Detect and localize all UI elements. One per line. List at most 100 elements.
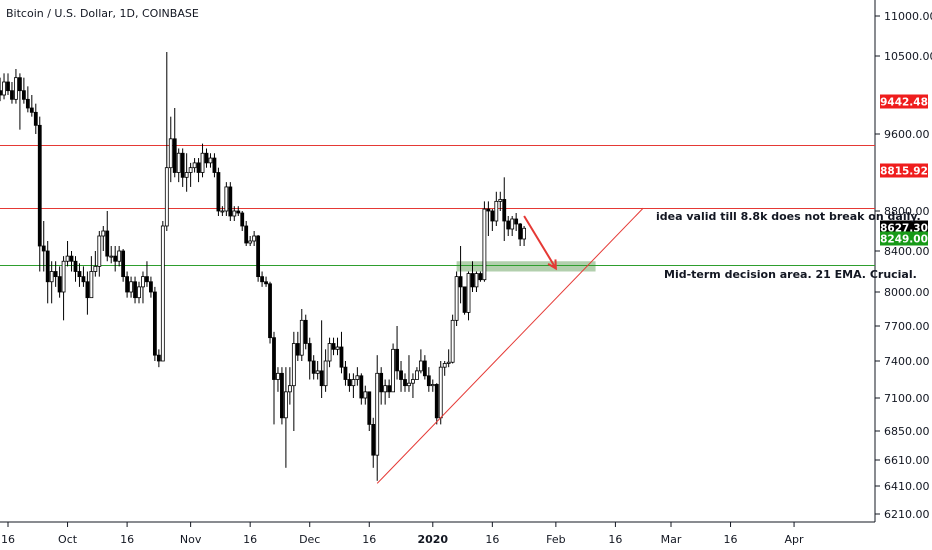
candle-body [299, 319, 304, 356]
candle-body [208, 157, 213, 164]
candle [379, 367, 384, 405]
candle-body [379, 372, 384, 393]
x-tick-label: Mar [661, 533, 682, 546]
candle-body [204, 152, 209, 164]
x-tick-label: 16 [120, 533, 134, 546]
candle [105, 211, 110, 262]
candle [41, 221, 46, 272]
y-tick-label: 8000.00 [884, 286, 930, 299]
candle [73, 256, 78, 282]
candle [216, 167, 221, 216]
candle [287, 367, 292, 405]
candle-body [57, 276, 62, 293]
candle [494, 191, 499, 226]
candle [363, 385, 368, 405]
candle-body [418, 360, 423, 372]
candle-body [311, 360, 316, 374]
candle [470, 261, 475, 292]
candle [438, 361, 443, 425]
x-tick-labels: 16 Oct 16 Nov 16 Dec 16 2020 16 Feb 16 Mar 16 Apr [1, 522, 804, 546]
candle [323, 349, 328, 392]
candle-body [367, 391, 372, 425]
candle-body [506, 220, 511, 230]
candle [29, 95, 34, 117]
candle-body [494, 200, 499, 222]
candle-body [145, 276, 149, 283]
candle-body [29, 107, 34, 113]
candle-body [264, 281, 268, 285]
candle [331, 337, 336, 356]
candle-body [14, 77, 18, 100]
candle [351, 373, 356, 398]
candle-body [323, 360, 328, 387]
candle-body [212, 157, 217, 173]
candle-body [121, 250, 126, 278]
candle-body [283, 391, 288, 419]
candle [367, 391, 372, 431]
candle [371, 417, 376, 468]
price-tag-green: 8249.00 [880, 231, 928, 246]
candle [137, 281, 141, 304]
candle-body [89, 271, 94, 299]
candle-body [399, 370, 403, 380]
candle [407, 355, 411, 392]
candle-body [363, 391, 368, 399]
annotation-decision: Mid-term decision area. 21 EMA. Crucial. [664, 268, 917, 281]
candle-body [391, 348, 395, 393]
candle-body [470, 273, 475, 288]
candle [244, 221, 249, 246]
candle-body [415, 370, 419, 380]
candle [93, 251, 98, 277]
y-tick-label: 6410.00 [884, 480, 930, 493]
candle [260, 271, 264, 287]
candle-body [200, 152, 205, 173]
candle [355, 367, 360, 386]
candle-body [41, 245, 46, 252]
candle [224, 182, 229, 216]
price-tag-label: 8815.92 [880, 166, 928, 178]
trend-drawings [376, 207, 644, 484]
candle-body [518, 223, 523, 240]
candle-body [407, 382, 411, 387]
candle-body [339, 346, 344, 368]
candle-body [21, 90, 26, 100]
candle-body [375, 372, 380, 456]
candle-body [387, 385, 392, 393]
candle-body [478, 273, 483, 281]
candle-body [6, 81, 10, 92]
candle [291, 331, 296, 431]
y-tick-label: 10500.00 [884, 50, 932, 63]
candle [129, 276, 133, 298]
candle [403, 373, 407, 392]
candle [145, 261, 149, 287]
candle-body [93, 265, 98, 272]
candle-body [184, 172, 189, 178]
candle-body [10, 90, 14, 100]
candle-body [97, 235, 102, 267]
candle [141, 271, 145, 304]
candle [506, 216, 511, 236]
candle [89, 256, 94, 299]
candle [160, 221, 165, 362]
candle-body [49, 271, 54, 283]
candle-body [430, 384, 435, 387]
candle-body [85, 281, 90, 299]
candle-body [454, 276, 459, 321]
candle [25, 86, 30, 113]
candle-body [359, 375, 364, 399]
candle-body [2, 81, 6, 96]
candle-body [125, 276, 129, 293]
price-tag-bg [880, 220, 928, 235]
x-tick-label: 16 [608, 533, 622, 546]
candle [466, 271, 471, 321]
candle-body [514, 218, 519, 225]
candle [426, 367, 431, 392]
candle-body [188, 167, 193, 173]
candle [184, 153, 189, 192]
candle-body [482, 208, 487, 281]
candle [522, 226, 526, 246]
x-tick-label: Apr [785, 533, 805, 546]
trendline [376, 207, 644, 484]
candle-body [331, 343, 336, 350]
